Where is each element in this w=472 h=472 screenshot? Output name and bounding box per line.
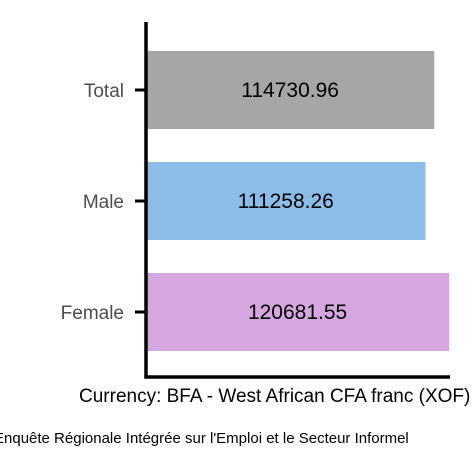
bar-female <box>146 273 450 351</box>
source-caption: Enquête Régionale Intégrée sur l'Emploi … <box>0 430 409 447</box>
value-label-total: 114730.96 <box>241 79 339 102</box>
axes-group: Total Male Female <box>61 22 450 379</box>
bar-male <box>146 162 426 240</box>
category-label-male: Male <box>83 192 124 213</box>
value-label-male: 111258.26 <box>238 190 334 213</box>
x-axis-label: Currency: BFA - West African CFA franc (… <box>79 386 471 407</box>
category-label-female: Female <box>61 303 124 324</box>
bar-total <box>146 51 435 129</box>
bars-group: 114730.96 111258.26 120681.55 <box>146 51 450 351</box>
category-label-total: Total <box>84 81 124 102</box>
value-label-female: 120681.55 <box>248 301 347 324</box>
